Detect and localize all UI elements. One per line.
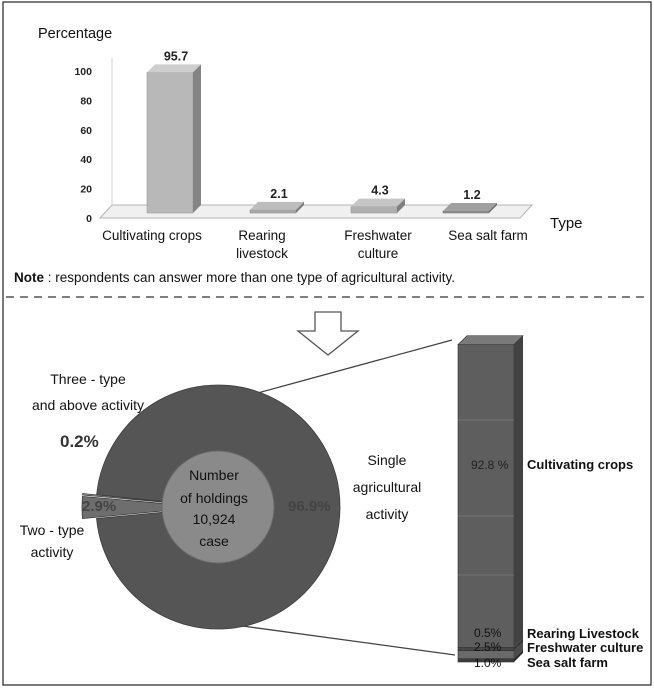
y-tick-label: 100	[74, 66, 92, 78]
pie-slice	[81, 495, 205, 520]
bar-top	[147, 64, 201, 73]
bar-value-label: 95.7	[164, 49, 188, 63]
pie-center-label: case	[199, 533, 229, 549]
pie-slice-name: Three - type	[50, 371, 126, 387]
bar-top	[443, 203, 497, 211]
x-axis-label: Type	[550, 215, 583, 232]
bar-front	[146, 72, 194, 214]
pie-slice-value-label: 96.9%	[288, 498, 331, 515]
bar: 2.1	[249, 187, 304, 214]
pie-center-label: Number	[189, 467, 239, 483]
y-tick-label: 20	[80, 184, 92, 196]
connector-bottom	[227, 623, 456, 656]
pie-slice-value-label: 0.2%	[60, 432, 99, 451]
bar: 1.2	[442, 188, 497, 214]
x-tick-label: Sea salt farm	[448, 228, 528, 243]
bar-value-label: 1.2	[463, 188, 480, 202]
x-tick-labels: Cultivating crops Rearing livestock Freshwa…	[102, 228, 528, 261]
single-activity-stacked-bar: 92.8 % Cultivating crops 0.5% Rearing Lives…	[457, 335, 643, 670]
note-heading: Note	[14, 270, 44, 285]
pie-slice-name: activity	[31, 544, 74, 560]
x-tick-label-line2: culture	[358, 246, 399, 261]
y-axis-label: Percentage	[38, 26, 112, 42]
holdings-pie-chart: Number of holdings 10,924 case 96.9% 2.9% 0.2%…	[20, 371, 421, 630]
note-text: : respondents can answer more than one t…	[44, 270, 455, 285]
bar-side	[296, 201, 304, 213]
stack-segment-side	[514, 638, 523, 651]
bar-value-label: 4.3	[371, 184, 388, 198]
pie-slice-value-label: 2.9%	[82, 498, 116, 515]
stack-segment-side	[514, 649, 523, 662]
stack-value-label: 92.8 %	[471, 458, 509, 472]
pie-center-label: of holdings	[180, 490, 248, 506]
bar: 4.3	[350, 184, 405, 214]
stack-value-label: 1.0%	[474, 656, 502, 670]
stack-value-label: 0.5%	[474, 626, 502, 640]
y-tick-label: 0	[86, 213, 92, 225]
stack-segment-name: Cultivating crops	[527, 457, 633, 472]
y-tick-label: 40	[80, 154, 92, 166]
chart-floor	[98, 204, 534, 219]
pie-center	[161, 450, 275, 564]
bar-side	[489, 203, 497, 213]
bar-side	[193, 64, 201, 213]
top-bar-chart: Percentage 0 20 40 60 80 100 95.7 2.1 4.3 1.2 Cu…	[38, 26, 583, 261]
x-tick-label: Freshwater	[344, 228, 412, 243]
bar-front	[249, 209, 297, 214]
x-tick-label-line2: livestock	[236, 246, 288, 261]
stack-segment-name: Rearing Livestock	[527, 626, 640, 641]
pie-slice-name: Two - type	[20, 522, 85, 538]
down-arrow-icon	[296, 311, 360, 356]
stack-segment-side	[514, 335, 523, 648]
bar-top	[250, 201, 304, 210]
y-tick-label: 60	[80, 125, 92, 137]
connector-top	[231, 339, 453, 401]
bar-top	[351, 198, 405, 207]
pie-slice-name: Single	[368, 452, 407, 468]
stack-value-label: 2.5%	[474, 640, 502, 654]
bar-side	[397, 198, 405, 213]
y-ticks: 0 20 40 60 80 100	[74, 66, 92, 225]
pie-slice-name: agricultural	[353, 479, 421, 495]
stack-segment-side	[514, 641, 523, 659]
x-tick-label: Cultivating crops	[102, 228, 202, 243]
stack-segment	[457, 344, 515, 648]
stack-segment-name: Sea salt farm	[527, 655, 608, 670]
bar-front	[442, 210, 490, 214]
y-tick-label: 80	[80, 95, 92, 107]
bar-value-label: 2.1	[270, 187, 287, 201]
bar-front	[350, 206, 398, 214]
pie-slice-name: activity	[366, 506, 409, 522]
chart-note: Note : respondents can answer more than …	[14, 270, 455, 285]
bars: 95.7 2.1 4.3 1.2	[146, 49, 497, 214]
stack-segment-name: Freshwater culture	[527, 640, 643, 655]
x-tick-label: Rearing	[238, 228, 285, 243]
bar: 95.7	[146, 49, 201, 214]
pie-slice-name: and above activity	[32, 397, 144, 413]
pie-center-label: 10,924	[193, 511, 236, 527]
stack-top	[457, 335, 524, 345]
